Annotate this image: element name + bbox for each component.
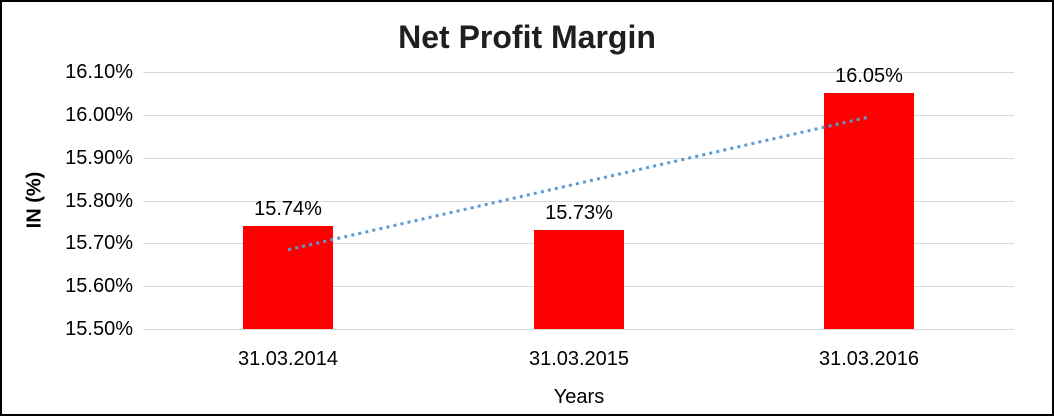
gridline <box>143 329 1014 330</box>
x-axis-tick-label: 31.03.2016 <box>818 348 920 370</box>
gridline <box>143 158 1014 159</box>
linear-trendline <box>287 115 870 252</box>
y-axis-tick-label: 15.60% <box>65 275 133 297</box>
bar-value-label: 15.73% <box>545 202 613 224</box>
x-axis-title: Years <box>553 386 605 408</box>
gridline <box>143 201 1014 202</box>
y-axis-tick-label: 16.00% <box>65 104 133 126</box>
x-axis-tick-label: 31.03.2014 <box>237 348 339 370</box>
bar-value-label: 16.05% <box>835 65 903 87</box>
x-axis-tick-label: 31.03.2015 <box>528 348 630 370</box>
bar-31.03.2015 <box>534 230 624 329</box>
y-axis-tick-label: 15.70% <box>65 232 133 254</box>
y-axis-tick-label: 15.50% <box>65 318 133 340</box>
y-axis-tick-label: 16.10% <box>65 61 133 83</box>
chart-title: Net Profit Margin <box>398 19 656 55</box>
trendline-layer <box>287 115 870 252</box>
gridline <box>143 115 1014 116</box>
y-axis-tick-label: 15.80% <box>65 190 133 212</box>
bar-31.03.2016 <box>824 93 914 329</box>
y-axis-tick-label: 15.90% <box>65 147 133 169</box>
gridline <box>143 72 1014 73</box>
bar-value-label: 15.74% <box>254 198 322 220</box>
